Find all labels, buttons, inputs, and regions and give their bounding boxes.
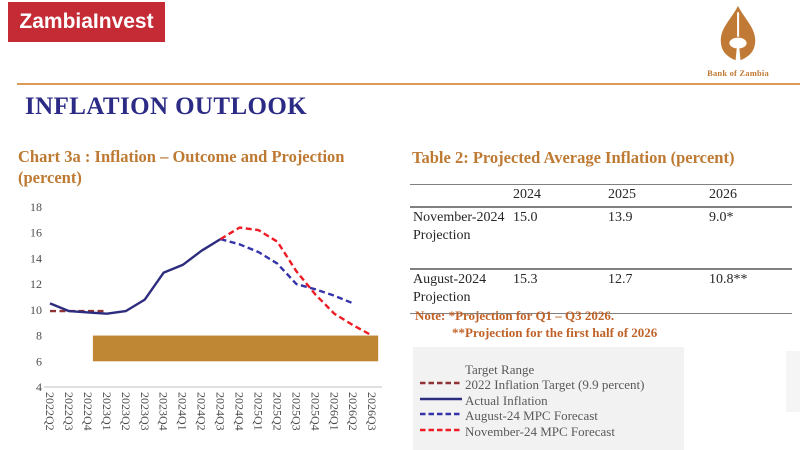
x-tick-label: 2023Q4: [157, 392, 171, 431]
table-cell: 15.0: [510, 207, 605, 271]
legend-label: November-24 MPC Forecast: [465, 423, 615, 439]
y-tick-label: 10: [30, 303, 42, 317]
legend-swatch: [419, 375, 465, 395]
x-tick-label: 2022Q3: [62, 392, 76, 431]
x-tick-label: 2023Q2: [119, 392, 133, 431]
solid-line-icon: [420, 397, 462, 401]
gray-sliver: [786, 351, 800, 412]
legend-label: August-24 MPC Forecast: [465, 408, 598, 424]
table-cell: 10.8**: [706, 269, 792, 315]
table-col-header: [410, 184, 510, 209]
dashed-line-icon: [420, 412, 462, 416]
series-line-3: [219, 226, 373, 337]
x-tick-label: 2026Q2: [346, 392, 360, 431]
table-row: November-2024 Projection 15.0 13.9 9.0*: [410, 207, 792, 271]
x-tick-label: 2023Q3: [138, 392, 152, 431]
legend-item: August-24 MPC Forecast: [419, 406, 684, 426]
x-tick-label: 2024Q2: [195, 392, 209, 431]
y-tick-label: 12: [30, 277, 42, 291]
projection-table-body: November-2024 Projection 15.0 13.9 9.0* Augu…: [410, 207, 792, 315]
legend-item: Actual Inflation: [419, 393, 684, 409]
table-cell: 15.3: [510, 269, 605, 315]
x-tick-label: 2022Q2: [43, 392, 57, 431]
x-tick-label: 2025Q2: [270, 392, 284, 431]
chart-title: Chart 3a : Inflation – Outcome and Proje…: [18, 147, 345, 188]
x-tick-label: 2023Q1: [100, 392, 114, 431]
pen-nib-icon: [720, 5, 756, 62]
y-tick-label: 16: [30, 226, 42, 240]
x-tick-label: 2025Q4: [308, 392, 322, 431]
table-row: August-2024 Projection 15.3 12.7 10.8**: [410, 269, 792, 315]
page-title: INFLATION OUTLOOK: [25, 93, 308, 120]
table-row-label: August-2024 Projection: [410, 269, 510, 315]
x-tick-label: 2026Q1: [327, 392, 341, 431]
bank-of-zambia-logo: Bank of Zambia: [688, 5, 788, 78]
table-col-header: 2024: [510, 184, 605, 209]
legend-swatch: [419, 391, 465, 411]
projection-table-head: 2024 2025 2026: [410, 184, 792, 209]
footnote-line-2: **Projection for the first half of 2026: [452, 324, 658, 340]
x-tick-label: 2022Q4: [81, 392, 95, 431]
footnote-line-1: Note: *Projection for Q1 – Q3 2026.: [415, 308, 615, 323]
table-cell: 9.0*: [706, 207, 792, 271]
series-line-2: [220, 237, 354, 305]
table-row-label: November-2024 Projection: [410, 207, 510, 271]
x-tick-label: 2024Q1: [176, 392, 190, 431]
legend-swatch: [419, 406, 465, 426]
zambiainvest-badge: ZambiaInvest: [8, 2, 165, 42]
legend-item: 2022 Inflation Target (9.9 percent): [419, 375, 684, 395]
inflation-chart: 4 6 8 10 12 14 16 18 2022Q2 2022Q3 2022Q4 2023Q1 202…: [30, 200, 382, 431]
legend-label: Target Range: [465, 361, 535, 377]
chart-legend: Target Range 2022 Inflation Target (9.9 p…: [413, 347, 684, 450]
legend-item: Target Range: [419, 362, 684, 378]
table-cell: 12.7: [605, 269, 706, 315]
x-tick-label: 2024Q4: [233, 392, 247, 431]
table-col-header: 2026: [706, 184, 792, 209]
x-tick-label: 2026Q3: [365, 392, 379, 431]
table-cell: 13.9: [605, 207, 706, 271]
x-tick-label: 2025Q3: [289, 392, 303, 431]
table-title: Table 2: Projected Average Inflation (pe…: [412, 148, 735, 167]
dashed-line-icon: [420, 428, 462, 432]
y-tick-label: 4: [36, 380, 42, 394]
y-tick-label: 8: [36, 329, 42, 343]
x-tick-label: 2024Q3: [214, 392, 228, 431]
footnote: Note: *Projection for Q1 – Q3 2026. **Pr…: [415, 308, 657, 342]
target-range-band: [92, 335, 379, 362]
legend-item: November-24 MPC Forecast: [419, 424, 684, 440]
legend-label: 2022 Inflation Target (9.9 percent): [465, 377, 645, 393]
y-tick-label: 18: [30, 200, 42, 214]
y-tick-label: 6: [36, 354, 42, 368]
x-tick-label: 2025Q1: [251, 392, 265, 431]
projection-table: 2024 2025 2026 November-2024 Projection 15.…: [410, 184, 792, 315]
series-line-1: [49, 238, 222, 315]
logo-label: Bank of Zambia: [707, 68, 769, 78]
header-divider: [17, 83, 800, 85]
legend-label: Actual Inflation: [465, 392, 548, 408]
table-header-row: 2024 2025 2026: [410, 184, 792, 209]
legend-swatch: [419, 422, 465, 442]
y-tick-label: 14: [30, 251, 42, 265]
table-col-header: 2025: [605, 184, 706, 209]
dashed-line-icon: [420, 381, 462, 385]
